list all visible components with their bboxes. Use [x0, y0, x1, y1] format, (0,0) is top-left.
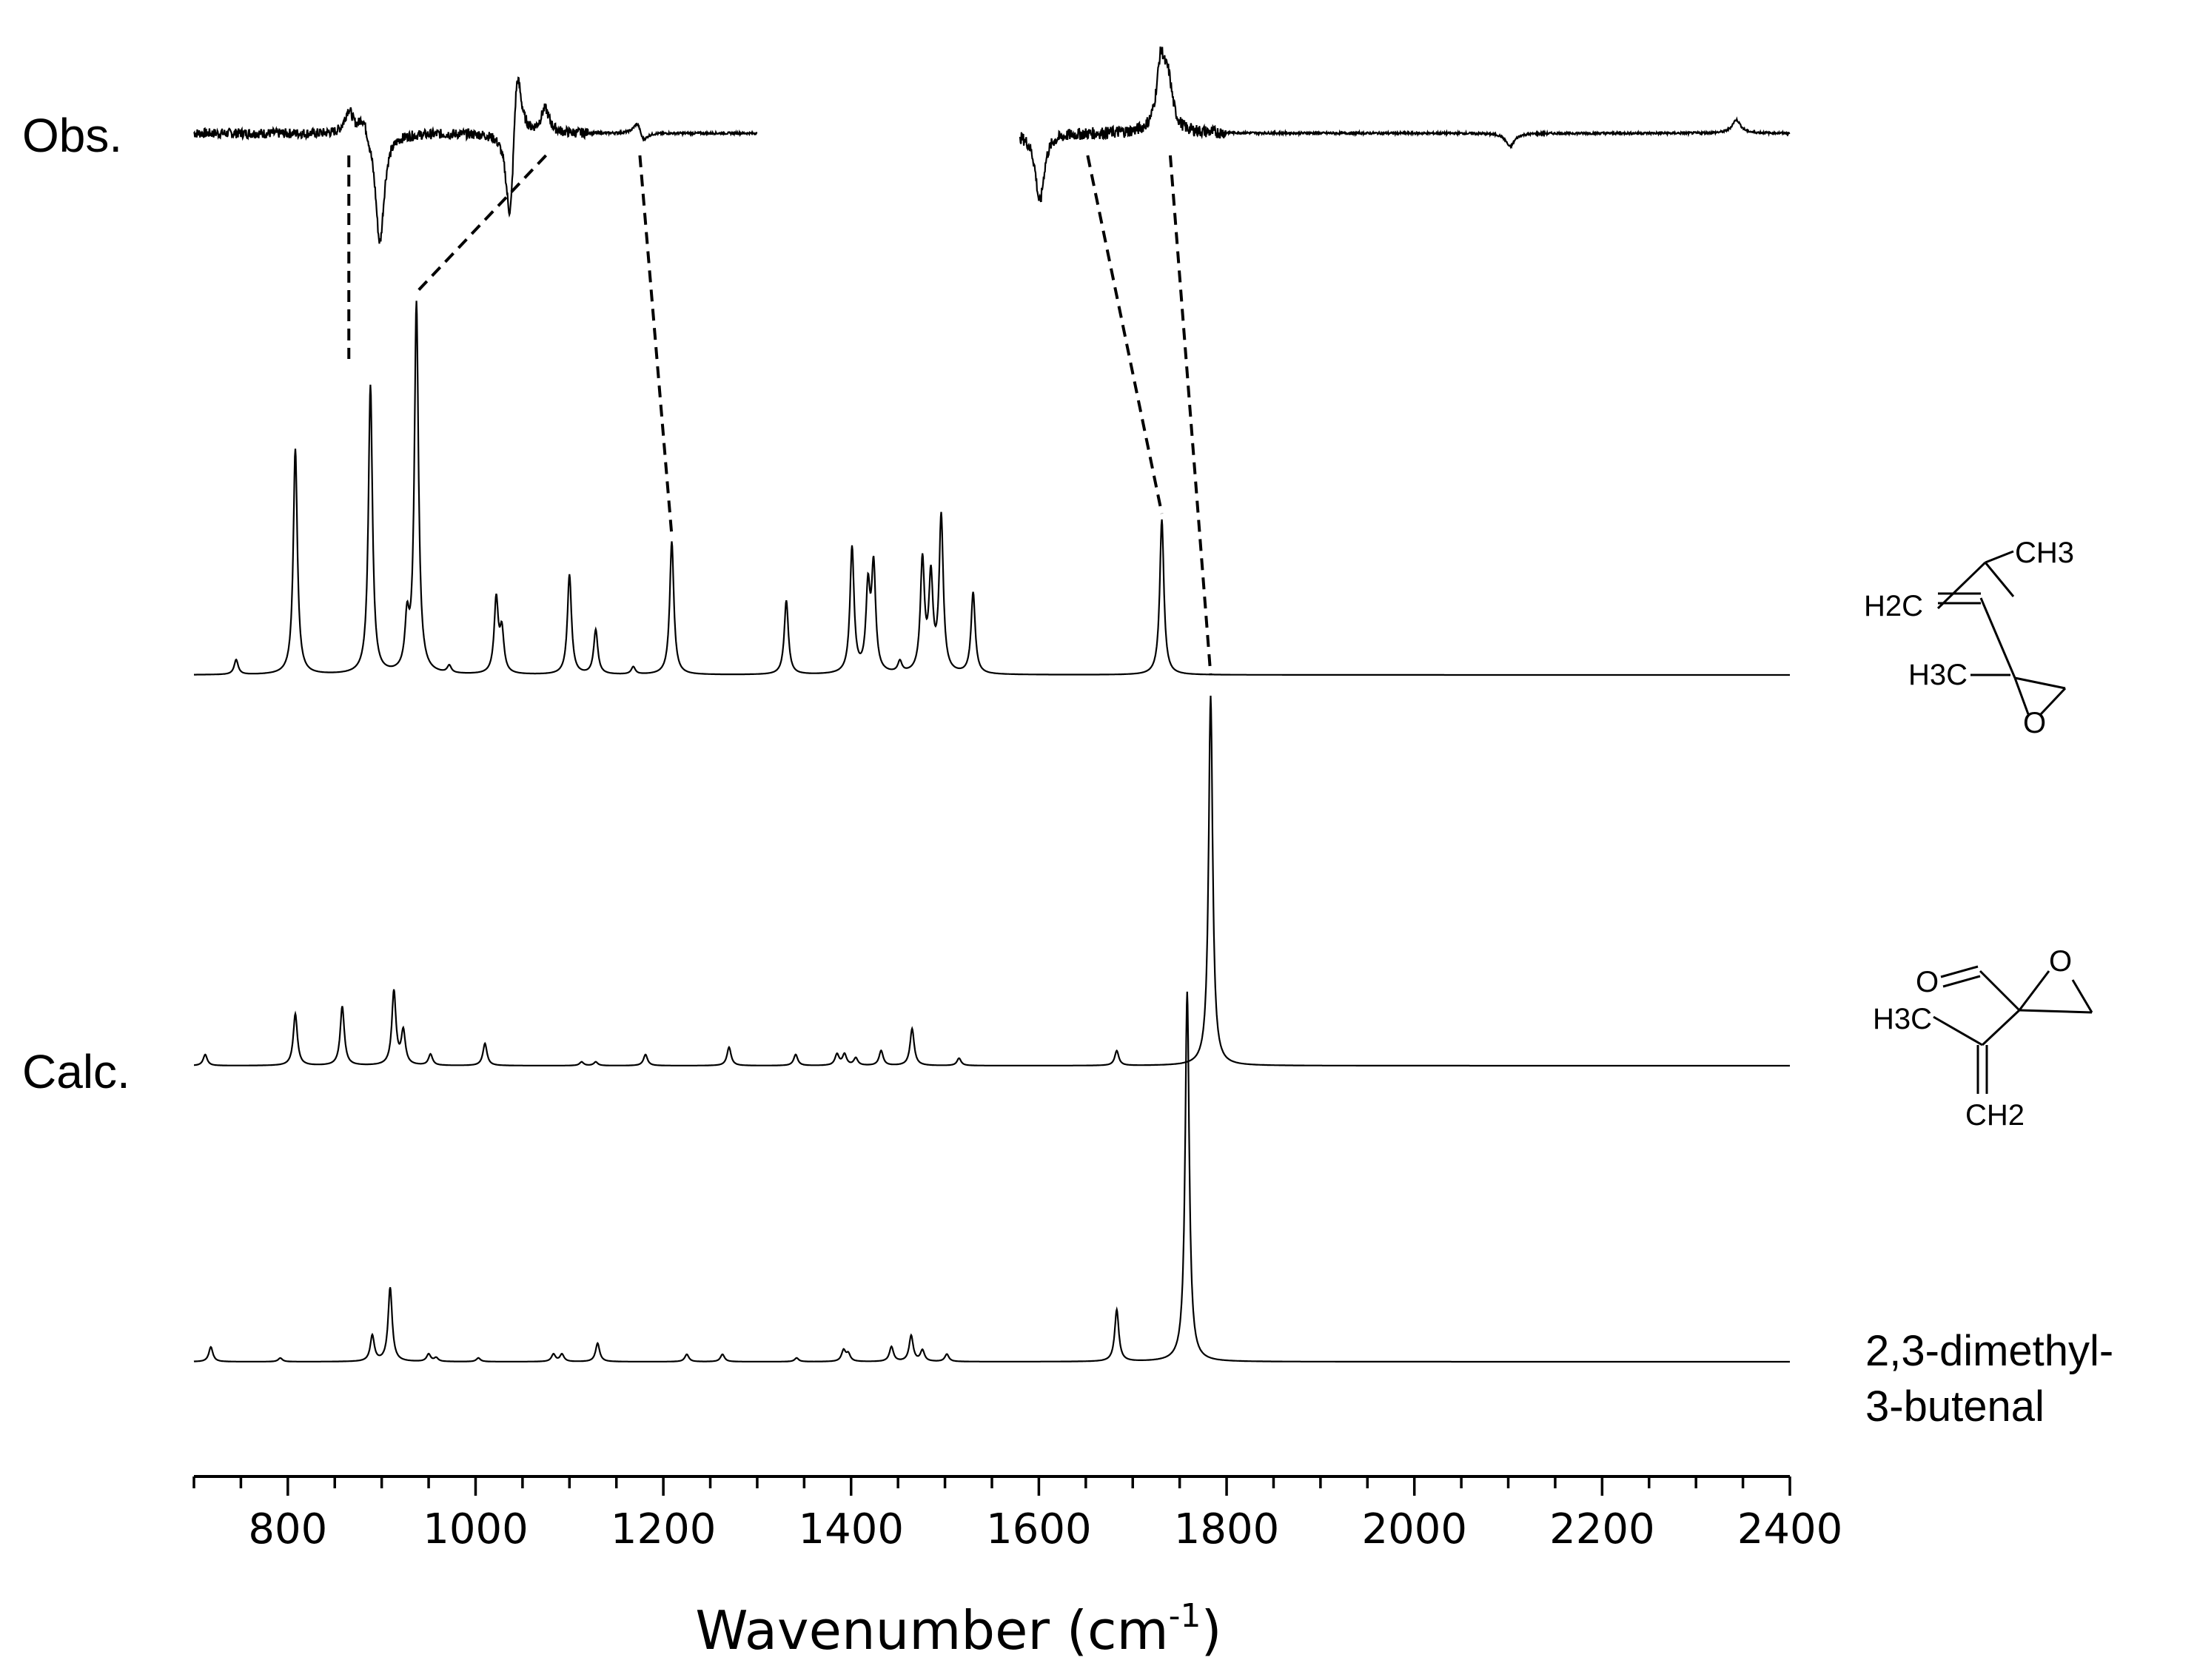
structure1-ch3: CH3	[2015, 537, 2074, 569]
correlation-lines	[347, 154, 1212, 676]
structure2-carbonyl-oxygen: O	[1916, 966, 1939, 998]
bond	[1985, 550, 2014, 564]
double-bond	[1940, 965, 1979, 978]
x-axis-title-main: Wavenumber (cm	[695, 1599, 1168, 1661]
bond	[2014, 676, 2066, 690]
spectra-traces	[193, 46, 1791, 1363]
bond	[1981, 1009, 2021, 1046]
x-tick-label: 2400	[1737, 1505, 1843, 1553]
bond	[1984, 562, 2015, 597]
spectrum-trace-4	[193, 991, 1790, 1363]
spectrum-line	[193, 991, 1790, 1363]
calculated-label: Calc.	[22, 1045, 130, 1098]
bond	[2019, 1009, 2093, 1014]
x-tick-label: 2000	[1361, 1505, 1467, 1553]
correlation-line	[1086, 155, 1164, 514]
correlation-line	[638, 155, 674, 537]
x-tick-label: 1800	[1174, 1505, 1280, 1553]
structure-isopropenyloxiranecarbaldehyde	[1933, 965, 2093, 1094]
spectrum-line	[194, 695, 1790, 1067]
spectrum-trace-2	[194, 300, 1790, 676]
correlation-line	[415, 154, 548, 294]
structure1-h3c: H3C	[1908, 659, 1968, 691]
structure2-h3c: H3C	[1873, 1003, 1932, 1035]
observed-label: Obs.	[22, 109, 122, 162]
compound-label-line2: 3-butenal	[1865, 1382, 2045, 1431]
x-axis-title-tail: )	[1201, 1599, 1222, 1661]
bond	[2013, 677, 2030, 715]
bond	[1979, 970, 2021, 1012]
x-tick-label: 1600	[986, 1505, 1092, 1553]
structure1-h2c: H2C	[1864, 590, 1923, 622]
bond	[2018, 970, 2050, 1011]
correlation-line	[1168, 155, 1212, 676]
x-tick-label: 2200	[1549, 1505, 1655, 1553]
spectrum-line	[194, 300, 1790, 676]
bond	[1979, 597, 2016, 679]
x-axis-title: Wavenumber (cm-1)	[695, 1597, 1221, 1661]
x-tick-label: 800	[248, 1505, 327, 1553]
bond	[1933, 1015, 1983, 1046]
structure-methylisopropenyloxirane	[1936, 550, 2067, 716]
spectrum-line	[193, 76, 758, 244]
structure2-ch2: CH2	[1965, 1099, 2025, 1132]
x-tick-label: 1200	[611, 1505, 717, 1553]
double-bond	[1942, 975, 1981, 988]
spectrum-trace-1	[193, 46, 1791, 244]
spectrum-line	[1019, 46, 1791, 203]
x-axis-title-superscript: -1	[1169, 1597, 1201, 1635]
compound-label-line1: 2,3-dimethyl-	[1865, 1327, 2113, 1375]
bond	[2071, 979, 2093, 1013]
spectrum-trace-3	[194, 695, 1790, 1067]
x-tick-label: 1400	[799, 1505, 905, 1553]
x-tick-label: 1000	[423, 1505, 529, 1553]
structure1-oxygen: O	[2023, 707, 2046, 739]
structure2-ring-oxygen: O	[2049, 945, 2072, 978]
bond	[1936, 561, 1987, 610]
bond	[2039, 687, 2067, 716]
x-axis: 800 1000 1200 1400 1600 1800 2000 2200 2400	[192, 1475, 1843, 1553]
